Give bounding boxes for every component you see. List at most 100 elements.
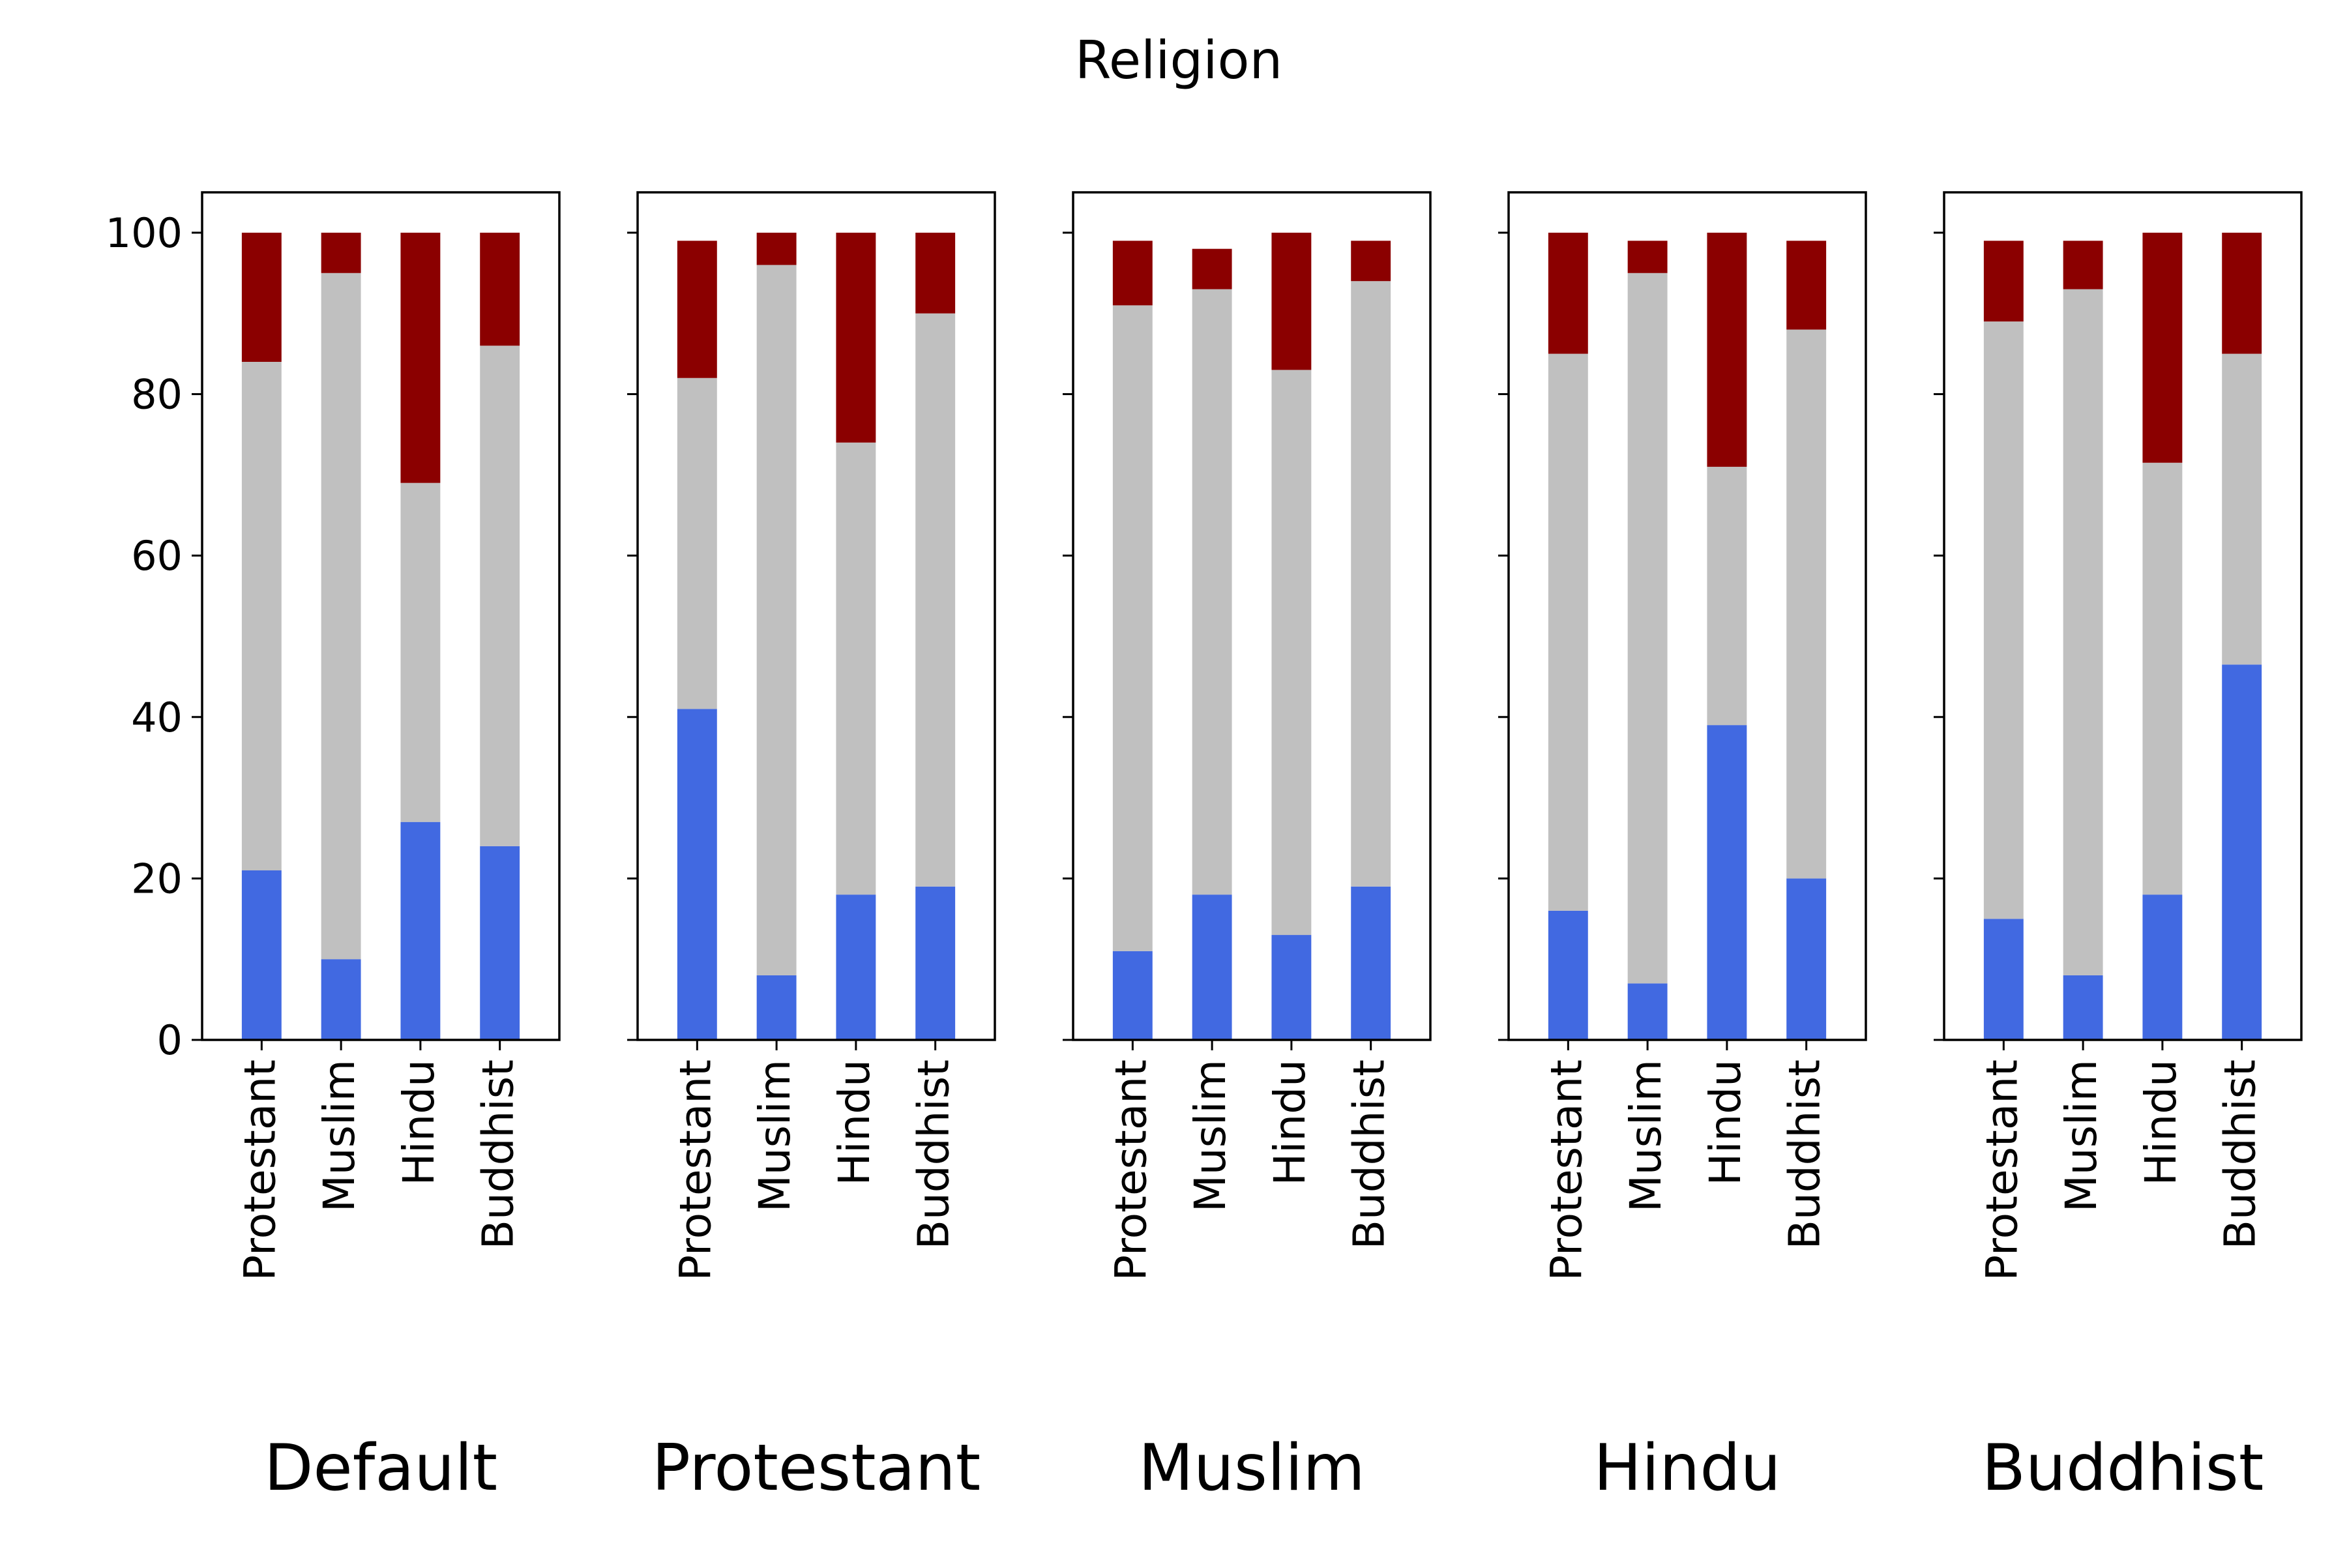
bar-middle: [1627, 273, 1668, 984]
bar-middle: [1271, 370, 1312, 936]
bar-bottom: [2142, 895, 2183, 1040]
bar-top: [1112, 241, 1153, 306]
panels-layer: Protestant Muslim Hindu Buddhist 0 20 40 60 80 10…: [106, 191, 2303, 1505]
bar-middle: [1192, 289, 1232, 895]
bar-bottom: [2222, 664, 2262, 1040]
bar-middle: [1548, 353, 1588, 911]
chart-panel-0: Protestant Muslim Hindu Buddhist 0 20 40 60 80 10…: [106, 191, 561, 1505]
bar-bottom: [480, 846, 520, 1040]
bar-bottom: [1627, 983, 1668, 1040]
x-tick-label: Muslim: [750, 1059, 800, 1212]
bar-top: [480, 232, 520, 346]
bar-middle: [1786, 329, 1827, 879]
y-tick-label: 20: [131, 855, 183, 902]
panel-frame: [1507, 191, 1867, 1041]
x-tick-label: Hindu: [2136, 1059, 2186, 1186]
x-tick-label: Muslim: [314, 1059, 364, 1212]
y-tick-label: 40: [131, 694, 183, 741]
bar-top: [836, 232, 876, 443]
bar-top: [321, 232, 361, 273]
bar-top: [400, 232, 441, 483]
bar-bottom: [1351, 886, 1391, 1040]
x-axis-label: Buddhist: [1982, 1431, 2264, 1505]
bar-top: [1271, 232, 1312, 370]
bar-top: [241, 232, 282, 362]
bar-bottom: [241, 870, 282, 1040]
bar-bottom: [2063, 975, 2103, 1040]
x-tick-label: Buddhist: [909, 1059, 959, 1249]
x-tick-label: Muslim: [1621, 1059, 1671, 1212]
x-tick-label: Hindu: [829, 1059, 879, 1186]
panel-frame: [636, 191, 996, 1041]
bar-bottom: [1707, 725, 1747, 1040]
bar-bottom: [1983, 919, 2024, 1040]
bar-middle: [1983, 321, 2024, 919]
bar-bottom: [1112, 951, 1153, 1040]
bar-bottom: [756, 975, 797, 1040]
y-tick-label: 60: [131, 532, 183, 580]
bar-middle: [915, 313, 956, 887]
panel-frame: [1072, 191, 1432, 1041]
bar-top: [1351, 241, 1391, 282]
bar-middle: [1707, 466, 1747, 726]
bar-top: [2222, 232, 2262, 354]
chart-panel-3: Protestant Muslim Hindu Buddhist Hindu: [1498, 191, 1867, 1505]
bar-bottom: [1271, 935, 1312, 1040]
x-tick-label: Hindu: [394, 1059, 444, 1186]
bar-top: [1786, 241, 1827, 330]
x-tick-label: Protestant: [1106, 1059, 1156, 1281]
x-tick-label: Buddhist: [473, 1059, 524, 1249]
bar-top: [1548, 232, 1588, 354]
panel-frame: [1943, 191, 2303, 1041]
bar-middle: [1112, 305, 1153, 951]
bar-top: [2142, 232, 2183, 463]
bar-top: [1983, 241, 2024, 322]
bar-top: [756, 232, 797, 265]
bar-middle: [321, 273, 361, 960]
x-tick-label: Buddhist: [1780, 1059, 1830, 1249]
bar-middle: [400, 482, 441, 822]
bar-middle: [2222, 353, 2262, 665]
x-tick-label: Hindu: [1265, 1059, 1315, 1186]
bar-bottom: [1786, 878, 1827, 1040]
bar-top: [1707, 232, 1747, 467]
x-tick-label: Protestant: [670, 1059, 720, 1281]
bar-bottom: [321, 959, 361, 1040]
bar-bottom: [1192, 895, 1232, 1040]
x-tick-label: Muslim: [2056, 1059, 2106, 1212]
y-tick-label: 100: [106, 209, 183, 257]
chart-panel-4: Protestant Muslim Hindu Buddhist Buddhist: [1934, 191, 2303, 1505]
bar-middle: [677, 377, 717, 709]
x-tick-label: Buddhist: [2215, 1059, 2266, 1249]
bar-top: [915, 232, 956, 314]
chart-panel-1: Protestant Muslim Hindu Buddhist Protestant: [627, 191, 996, 1505]
x-tick-label: Muslim: [1185, 1059, 1235, 1212]
bar-middle: [2063, 289, 2103, 975]
x-tick-label: Hindu: [1700, 1059, 1750, 1186]
x-tick-label: Protestant: [1541, 1059, 1591, 1281]
bar-middle: [1351, 281, 1391, 887]
y-tick-label: 80: [131, 371, 183, 419]
bar-bottom: [915, 886, 956, 1040]
panel-frame: [201, 191, 561, 1041]
x-axis-label: Protestant: [652, 1431, 981, 1505]
bar-bottom: [677, 709, 717, 1040]
x-tick-label: Buddhist: [1344, 1059, 1395, 1249]
bar-middle: [756, 265, 797, 975]
chart-title: Religion: [1075, 30, 1282, 91]
bar-middle: [480, 346, 520, 846]
bar-top: [677, 241, 717, 378]
bar-middle: [2142, 462, 2183, 895]
bar-bottom: [400, 821, 441, 1040]
x-axis-label: Hindu: [1593, 1431, 1780, 1505]
bar-middle: [836, 442, 876, 895]
bar-bottom: [836, 895, 876, 1040]
x-tick-label: Protestant: [235, 1059, 285, 1281]
bar-top: [1627, 241, 1668, 273]
bar-top: [1192, 248, 1232, 289]
bar-middle: [241, 362, 282, 870]
x-axis-label: Default: [264, 1431, 497, 1505]
x-tick-label: Protestant: [1977, 1059, 2027, 1281]
